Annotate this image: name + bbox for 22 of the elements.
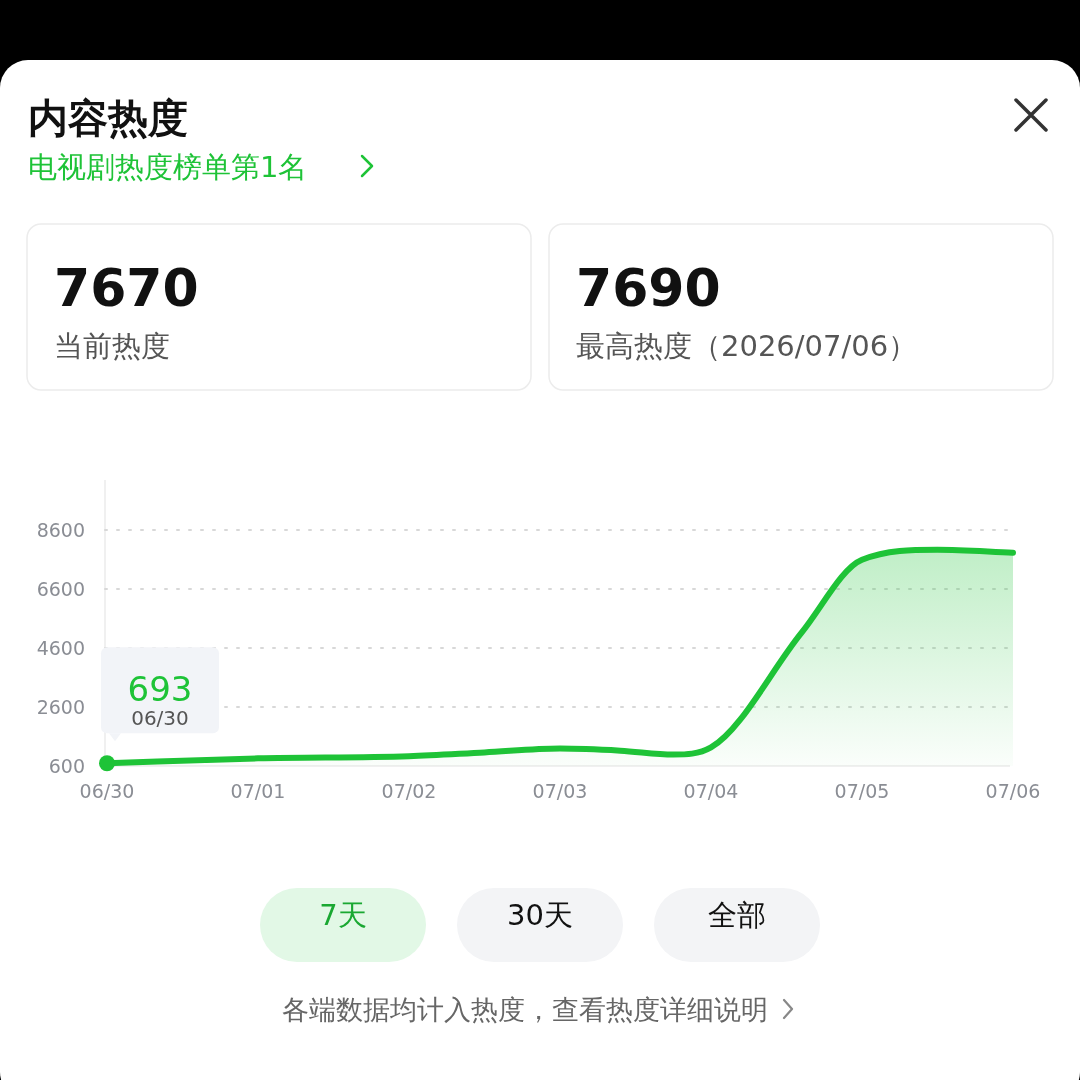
text: 30天 [507,898,573,932]
x-tick-label: 07/02 [381,780,437,802]
y-tick-label: 8600 [36,519,85,541]
text: 当前热度 [54,329,170,363]
x-tick-label: 07/04 [683,780,739,802]
x-tick-label: 07/01 [230,780,286,802]
x-tick-label: 06/30 [79,780,135,802]
y-tick-label: 2600 [36,696,85,718]
text: 7670 [54,258,199,318]
x-tick-label: 07/03 [532,780,588,802]
x-tick-label: 07/06 [985,780,1041,802]
text: 7天 [319,898,367,932]
x-tick-label: 07/05 [834,780,890,802]
text: 各端数据均计入热度，查看热度详细说明 [282,994,768,1025]
chart-title: 内容热度 [28,95,188,141]
text: 最高热度（2026/07/06） [576,329,918,363]
chart-subtitle: 电视剧热度榜单第1名 [28,150,308,184]
y-tick-label: 6600 [36,578,85,600]
text: 全部 [708,898,766,932]
text: 7690 [576,258,721,318]
y-tick-label: 4600 [36,637,85,659]
y-tick-label: 600 [48,755,85,777]
